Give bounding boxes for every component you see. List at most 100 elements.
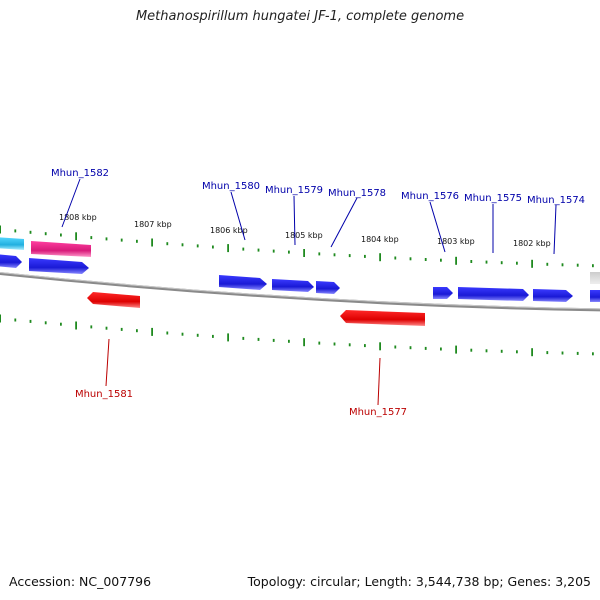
minor-tick (440, 258, 442, 262)
upper-tick-track (0, 225, 594, 268)
minor-tick (257, 337, 260, 341)
minor-tick (212, 245, 214, 249)
gene-label-mhun-1574[interactable]: Mhun_1574 (527, 195, 585, 206)
minor-tick (516, 261, 518, 265)
minor-tick (90, 236, 93, 240)
kbp-label: 1803 kbp (437, 237, 475, 246)
minor-tick (242, 336, 245, 340)
genome-backbone (0, 272, 600, 312)
lower-tick-track (0, 314, 594, 357)
major-tick (227, 244, 229, 253)
minor-tick (288, 339, 290, 343)
minor-tick (394, 345, 397, 349)
gene-arrow-mhun-1577[interactable] (340, 310, 425, 326)
minor-tick (44, 321, 47, 325)
minor-tick (181, 243, 184, 247)
gene-label-mhun-1579[interactable]: Mhun_1579 (265, 185, 323, 196)
minor-tick (592, 352, 594, 356)
minor-tick (288, 250, 290, 254)
minor-tick (394, 256, 397, 260)
minor-tick (136, 329, 138, 333)
minor-tick (364, 254, 366, 258)
minor-tick (500, 261, 503, 265)
gene-label-mhun-1582[interactable]: Mhun_1582 (51, 168, 109, 179)
minor-tick (272, 249, 275, 253)
minor-tick (485, 349, 488, 353)
forward-label-leaders (61, 178, 557, 255)
gene-arrow-mhun-1576[interactable] (433, 287, 453, 299)
minor-tick (440, 347, 442, 351)
gene-label-mhun-1575[interactable]: Mhun_1575 (464, 193, 522, 204)
gene-arrow-mhun-1575[interactable] (458, 287, 529, 301)
minor-tick (44, 232, 47, 236)
gene-label-mhun-1581[interactable]: Mhun_1581 (75, 389, 133, 400)
major-tick (0, 314, 1, 323)
minor-tick (120, 327, 123, 331)
gene-arrow[interactable] (590, 290, 600, 302)
minor-tick (500, 349, 503, 353)
major-tick (75, 321, 77, 330)
major-tick (303, 338, 305, 347)
minor-tick (166, 331, 169, 335)
gene-arrow-cyan[interactable] (0, 237, 24, 250)
accession-text: Accession: NC_007796 (9, 574, 152, 589)
reverse-label-leaders (105, 338, 381, 406)
gene-arrow-mhun-1582[interactable] (31, 241, 91, 257)
minor-tick (181, 332, 184, 336)
minor-tick (470, 260, 473, 263)
gene-arrow-mhun-1580[interactable] (219, 275, 267, 290)
minor-tick (136, 239, 138, 243)
major-tick (75, 232, 77, 241)
kbp-label: 1807 kbp (134, 220, 172, 229)
major-tick (379, 253, 381, 262)
gene-label-mhun-1578[interactable]: Mhun_1578 (328, 188, 386, 199)
major-tick (151, 238, 153, 247)
minor-tick (29, 230, 32, 234)
minor-tick (196, 244, 199, 248)
gene-arrow-mhun-1574[interactable] (533, 289, 573, 302)
major-tick (455, 345, 457, 354)
minor-tick (348, 343, 351, 347)
kbp-label: 1806 kbp (210, 226, 248, 235)
gene-arrow-grey[interactable] (590, 272, 600, 284)
major-tick (531, 259, 533, 268)
major-tick (151, 327, 153, 336)
minor-tick (424, 346, 427, 350)
genome-backbone-highlight (0, 272, 600, 310)
minor-tick (348, 254, 351, 258)
minor-tick (242, 247, 245, 251)
minor-tick (333, 253, 336, 257)
minor-tick (272, 338, 275, 342)
minor-tick (257, 248, 260, 252)
gene-label-mhun-1580[interactable]: Mhun_1580 (202, 181, 260, 192)
minor-tick (546, 351, 549, 355)
kbp-label: 1808 kbp (59, 213, 97, 222)
minor-tick (409, 346, 412, 350)
minor-tick (14, 229, 17, 233)
gene-label-mhun-1577[interactable]: Mhun_1577 (349, 407, 407, 418)
minor-tick (60, 322, 62, 326)
minor-tick (424, 258, 427, 261)
minor-tick (105, 237, 108, 241)
gene-arrow[interactable] (0, 254, 22, 268)
minor-tick (485, 260, 488, 264)
gene-label-mhun-1576[interactable]: Mhun_1576 (401, 191, 459, 202)
gene-arrow-mhun-1581[interactable] (87, 292, 140, 308)
minor-tick (576, 263, 579, 267)
gene-arrow-mhun-1579[interactable] (272, 279, 314, 292)
kbp-label: 1804 kbp (361, 235, 399, 244)
minor-tick (561, 351, 564, 355)
gene-arrow-mhun-1578[interactable] (316, 281, 340, 294)
major-tick (531, 348, 533, 357)
minor-tick (105, 326, 108, 330)
major-tick (227, 333, 229, 342)
gene-arrow[interactable] (29, 258, 89, 274)
kbp-label: 1802 kbp (513, 239, 551, 248)
kbp-label: 1805 kbp (285, 231, 323, 240)
minor-tick (470, 348, 473, 352)
minor-tick (120, 238, 123, 242)
minor-tick (318, 252, 321, 256)
minor-tick (29, 319, 32, 323)
minor-tick (592, 264, 594, 268)
